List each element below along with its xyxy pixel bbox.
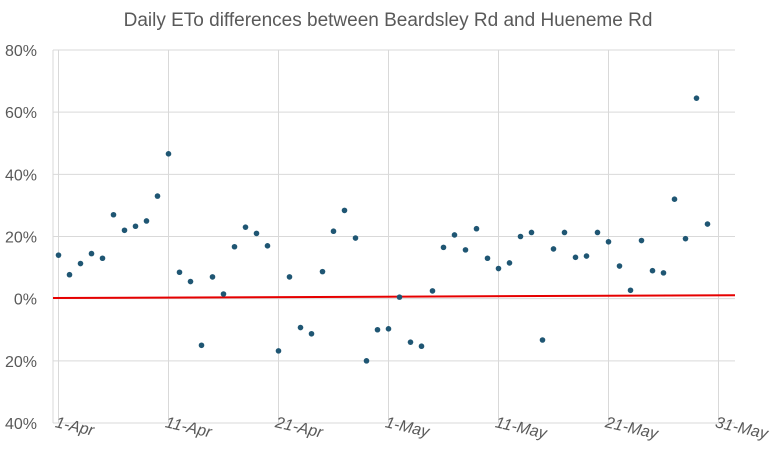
data-point [418, 343, 425, 350]
data-point [253, 230, 260, 237]
data-point [88, 250, 95, 257]
data-point [649, 267, 656, 274]
y-axis-tick-labels: 80% 60% 40% 20% 0% 20% 40% [5, 43, 37, 433]
data-point [154, 193, 161, 199]
gridlines [52, 49, 735, 424]
y-tick-label: 20% [5, 230, 37, 247]
data-point [198, 342, 205, 349]
data-point [495, 265, 502, 272]
data-point [187, 278, 194, 285]
data-point [396, 294, 403, 300]
data-point [231, 243, 238, 250]
data-point [671, 196, 678, 202]
data-point [506, 260, 513, 266]
x-tick-label: 1-Apr [54, 414, 97, 440]
data-point [242, 224, 249, 230]
y-tick-label: 80% [5, 43, 37, 60]
data-point [374, 326, 381, 333]
y-tick-label: 40% [5, 167, 37, 184]
y-tick-label: 60% [5, 105, 37, 122]
data-point [407, 339, 414, 345]
x-tick-label: 11-Apr [164, 414, 214, 441]
data-point [517, 233, 524, 240]
data-point [451, 232, 458, 238]
chart-title: Daily ETo differences between Beardsley … [124, 10, 653, 31]
x-tick-label: 21-Apr [273, 414, 325, 442]
data-point [605, 238, 612, 245]
data-point [297, 324, 304, 331]
data-point [99, 255, 106, 262]
data-point [341, 207, 348, 214]
data-point [55, 252, 62, 258]
data-point [528, 229, 535, 236]
data-point [220, 291, 227, 297]
reference-line [52, 294, 736, 300]
data-point [66, 271, 73, 278]
x-tick-label: 31-May [714, 414, 771, 443]
data-point [627, 287, 634, 294]
data-point [363, 358, 370, 364]
data-point [330, 228, 337, 235]
y-tick-label: 20% [5, 354, 37, 371]
data-point [308, 330, 315, 337]
data-point [143, 218, 150, 224]
y-tick-label: 40% [5, 416, 37, 433]
data-point [561, 229, 568, 236]
data-point [594, 229, 601, 236]
data-point [660, 270, 667, 276]
x-tick-label: 21-May [603, 414, 661, 443]
data-point [539, 337, 546, 343]
data-point [77, 260, 84, 267]
data-point [440, 244, 447, 251]
data-point [385, 326, 392, 332]
data-point [693, 95, 700, 101]
data-point [484, 255, 491, 262]
y-tick-label: 0% [14, 292, 37, 309]
data-point [176, 269, 183, 276]
x-tick-label: 11-May [494, 414, 550, 443]
data-point [462, 247, 469, 253]
data-point [682, 235, 689, 242]
data-point [264, 243, 271, 249]
x-tick-label: 1-May [384, 414, 432, 441]
data-points [55, 95, 711, 364]
data-point [319, 268, 326, 275]
data-point [209, 274, 216, 280]
data-point [275, 348, 282, 354]
data-point [473, 225, 480, 232]
data-point [572, 254, 579, 261]
data-point [638, 237, 645, 244]
data-point [429, 288, 436, 294]
x-axis-tick-labels: 1-Apr 11-Apr 21-Apr 1-May 11-May 21-May 31-May [54, 414, 771, 443]
data-point [286, 274, 293, 280]
data-point [704, 221, 711, 227]
reference-line-layer [52, 294, 736, 300]
data-point [165, 151, 172, 157]
data-point [132, 223, 139, 230]
data-point [121, 227, 128, 234]
data-point [550, 246, 557, 252]
data-point [616, 263, 623, 269]
data-point [583, 253, 590, 259]
data-point [110, 211, 117, 218]
data-point [352, 235, 359, 241]
